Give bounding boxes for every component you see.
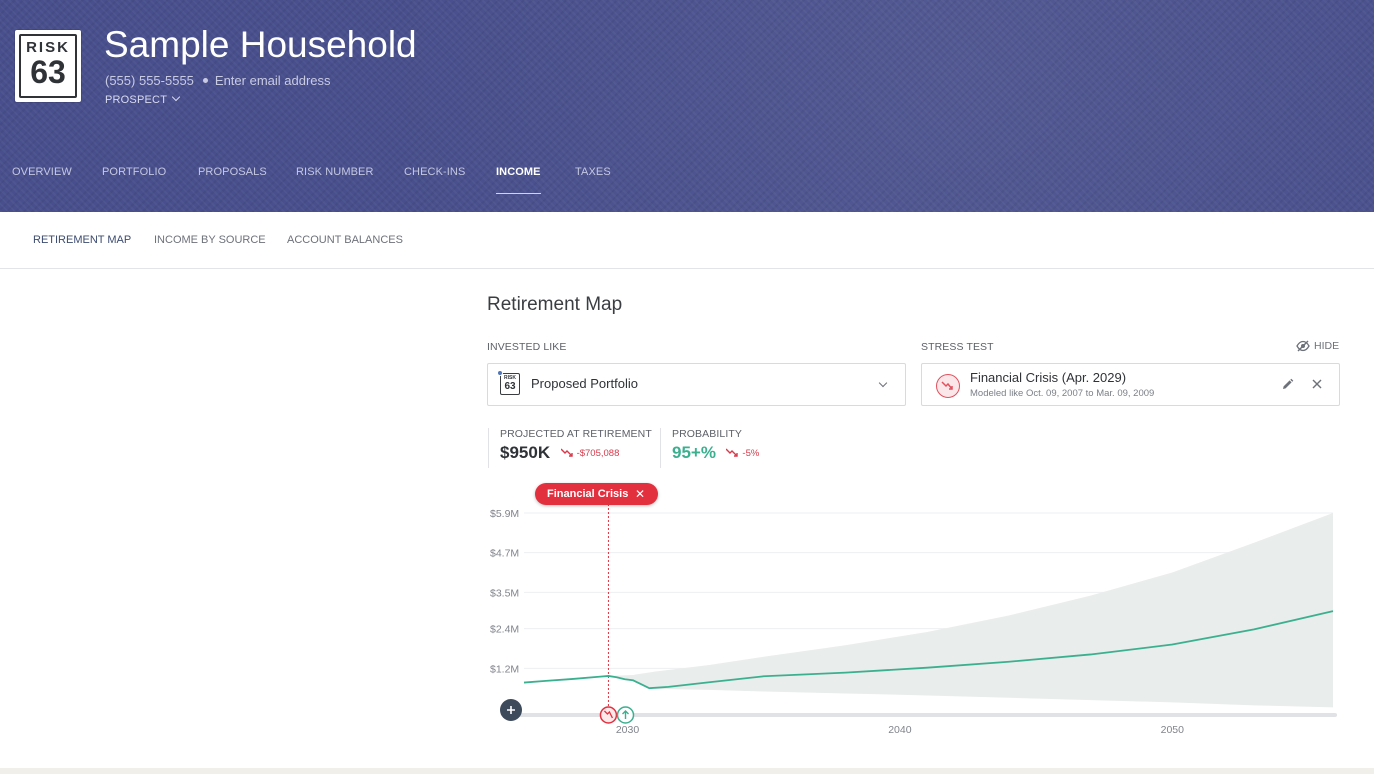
tab-risk-number[interactable]: RISK NUMBER <box>296 166 374 178</box>
probability-change: -5% <box>725 448 760 459</box>
status-dot-icon <box>497 370 503 376</box>
add-event-button[interactable] <box>500 699 522 721</box>
median-projection-line <box>523 610 1334 690</box>
stress-test-label: STRESS TEST <box>921 341 994 353</box>
probability-label: PROBABILITY <box>672 428 742 440</box>
household-name: Sample Household <box>104 24 417 65</box>
retirement-map-chart[interactable]: $5.9M $4.7M $3.5M $2.4M $1.2M 2030 2040 2050 <box>480 480 1374 745</box>
risk-badge-label: RISK <box>26 39 70 56</box>
eye-off-icon <box>1296 340 1310 352</box>
portfolio-risk-badge: RISK 63 <box>497 370 520 395</box>
chevron-down-icon <box>878 378 888 388</box>
projection-range-band <box>608 513 1333 708</box>
trend-down-icon <box>725 448 739 457</box>
invested-like-value: Proposed Portfolio <box>531 376 638 391</box>
tab-check-ins[interactable]: CHECK-INS <box>404 166 466 178</box>
projected-value: $950K <box>500 443 551 462</box>
y-tick-label: $4.7M <box>490 548 519 560</box>
x-tick-label: 2040 <box>888 724 912 736</box>
tab-portfolio[interactable]: PORTFOLIO <box>102 166 167 178</box>
tab-proposals[interactable]: PROPOSALS <box>198 166 267 178</box>
invested-like-select[interactable]: RISK 63 Proposed Portfolio <box>487 363 906 406</box>
close-icon[interactable] <box>1311 378 1323 390</box>
projected-change: -$705,088 <box>560 448 620 459</box>
phone-number[interactable]: (555) 555-5555 <box>105 73 194 88</box>
income-sub-nav: RETIREMENT MAP INCOME BY SOURCE ACCOUNT … <box>0 212 1374 269</box>
risk-badge-number: 63 <box>30 54 66 90</box>
stress-test-select[interactable]: Financial Crisis (Apr. 2029) Modeled lik… <box>921 363 1340 406</box>
y-tick-label: $5.9M <box>490 508 519 520</box>
hide-stress-test-button[interactable]: HIDE <box>1296 340 1339 352</box>
invested-like-label: INVESTED LIKE <box>487 341 567 353</box>
tab-overview[interactable]: OVERVIEW <box>12 166 72 178</box>
tab-taxes[interactable]: TAXES <box>575 166 611 178</box>
crisis-marker-part <box>599 706 618 724</box>
plus-icon <box>507 706 515 714</box>
status-label: PROSPECT <box>105 94 168 106</box>
risk-number-badge[interactable]: RISK 63 <box>15 30 81 102</box>
email-field[interactable]: Enter email address <box>214 73 331 88</box>
trend-down-icon <box>936 374 960 398</box>
household-header: RISK 63 Sample Household (555) 555-5555 E… <box>0 0 1374 212</box>
mini-badge-number: 63 <box>504 381 516 392</box>
x-tick-label: 2030 <box>616 724 640 736</box>
pencil-icon[interactable] <box>1281 378 1294 391</box>
retirement-marker-icon[interactable] <box>616 706 635 724</box>
chevron-down-icon <box>171 92 181 102</box>
close-icon[interactable]: ✕ <box>634 487 645 501</box>
subtab-account-balances[interactable]: ACCOUNT BALANCES <box>287 234 403 246</box>
projected-label: PROJECTED AT RETIREMENT <box>500 428 652 440</box>
financial-crisis-event-chip[interactable]: Financial Crisis ✕ <box>535 483 658 505</box>
probability-change-value: -5% <box>742 448 760 459</box>
separator-dot-icon <box>202 78 208 83</box>
status-dropdown[interactable]: PROSPECT <box>105 92 181 106</box>
risk-badge-frame: RISK 63 <box>19 34 77 98</box>
x-tick-label: 2050 <box>1161 724 1185 736</box>
subtab-income-by-source[interactable]: INCOME BY SOURCE <box>154 234 266 246</box>
crisis-marker-part <box>603 710 614 719</box>
stress-test-subtitle: Modeled like Oct. 09, 2007 to Mar. 09, 2… <box>970 388 1155 399</box>
y-tick-label: $2.4M <box>490 624 519 636</box>
y-tick-label: $3.5M <box>490 587 519 599</box>
probability-stat: PROBABILITY 95+% -5% <box>660 428 759 468</box>
probability-value: 95+% <box>672 443 716 462</box>
y-tick-label: $1.2M <box>490 663 519 675</box>
projected-at-retirement-stat: PROJECTED AT RETIREMENT $950K -$705,088 <box>488 428 652 468</box>
page-footer <box>0 768 1374 774</box>
retirement-marker-part <box>622 710 630 719</box>
crisis-marker-icon[interactable] <box>599 706 618 724</box>
stress-test-title: Financial Crisis (Apr. 2029) <box>970 370 1127 385</box>
tab-income[interactable]: INCOME <box>496 166 541 194</box>
projected-change-value: -$705,088 <box>576 448 620 459</box>
page-title: Retirement Map <box>487 294 623 315</box>
subtab-retirement-map[interactable]: RETIREMENT MAP <box>33 234 132 246</box>
trend-down-icon <box>560 448 573 457</box>
mini-badge-label: RISK <box>504 375 516 381</box>
contact-line: (555) 555-5555 Enter email address <box>105 73 331 88</box>
hide-label: HIDE <box>1314 340 1340 352</box>
event-chip-label: Financial Crisis <box>547 488 629 500</box>
